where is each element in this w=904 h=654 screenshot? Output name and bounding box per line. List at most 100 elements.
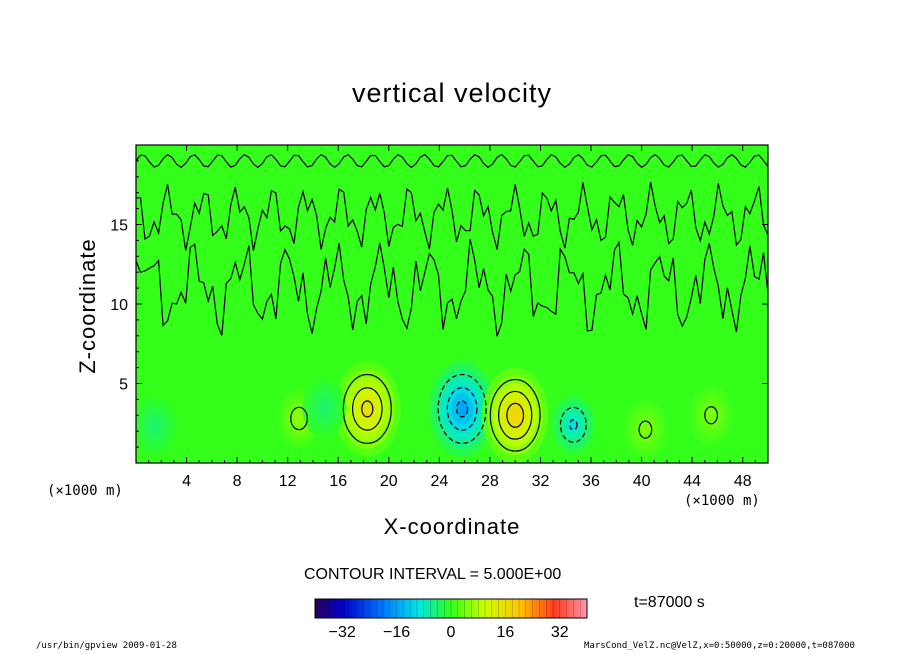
colorbar-segment xyxy=(355,599,360,618)
field-feature-shade xyxy=(641,424,650,435)
colorbar-segment xyxy=(512,599,517,618)
colorbar-segment xyxy=(318,599,323,618)
footer-program-label: /usr/bin/gpview 2009-01-28 xyxy=(36,641,177,651)
field-feature-shade xyxy=(361,400,373,417)
positive-contour xyxy=(290,406,308,431)
x-axis: 4 8 12 16 20 24 28 32 36 40 44 48 xyxy=(148,145,756,490)
colorbar-segment xyxy=(328,599,333,618)
colorbar-segment xyxy=(495,599,500,618)
positive-contour xyxy=(361,400,374,418)
colorbar-segment xyxy=(570,599,574,618)
colorbar-segment xyxy=(556,599,561,618)
negative-contour xyxy=(569,419,578,431)
x-tick-label: 28 xyxy=(481,473,499,490)
colorbar-segment xyxy=(481,599,486,618)
colorbar-segment xyxy=(423,599,428,618)
colorbar-tick-label: 16 xyxy=(497,624,515,641)
y-axis: 5 10 15 xyxy=(110,160,768,448)
colorbar-segment xyxy=(444,599,449,618)
negative-contour xyxy=(455,400,469,418)
colorbar-segment xyxy=(546,599,551,618)
colorbar-segment xyxy=(532,599,537,618)
x-tick-label: 20 xyxy=(380,473,398,490)
contour-interval-label: CONTOUR INTERVAL = 5.000E+00 xyxy=(304,566,562,583)
contour-layer xyxy=(136,153,768,452)
chart-title: vertical velocity xyxy=(351,78,553,108)
colorbar-segment xyxy=(580,599,585,618)
colorbar-segment xyxy=(522,599,527,618)
positive-contour xyxy=(704,406,719,425)
colorbar-segment xyxy=(376,599,381,618)
positive-contour xyxy=(342,373,392,444)
x-tick-label: 12 xyxy=(279,473,297,490)
colorbar-segment xyxy=(335,599,340,618)
colorbar-segment xyxy=(434,599,438,618)
colorbar-segment xyxy=(389,599,394,618)
positive-contour xyxy=(506,402,525,428)
colorbar-segment xyxy=(325,599,330,618)
colorbar-segment xyxy=(502,599,506,618)
x-tick-label: 8 xyxy=(233,473,242,490)
field-feature-shade xyxy=(320,402,329,413)
colorbar-segment xyxy=(478,599,483,618)
colorbar-segment xyxy=(508,599,513,618)
colorbar-segment xyxy=(332,599,336,618)
colorbar-segment xyxy=(427,599,432,618)
colorbar-segment xyxy=(488,599,493,618)
x-unit-label-right: (×1000 m) xyxy=(684,493,760,509)
colorbar-segment xyxy=(321,599,326,618)
x-tick-label: 16 xyxy=(329,473,347,490)
colorbar-segment xyxy=(461,599,466,618)
zero-contour xyxy=(136,238,768,337)
x-tick-label: 36 xyxy=(582,473,600,490)
colorbar-segment xyxy=(563,599,568,618)
colorbar-segment xyxy=(505,599,510,618)
field-feature-shade xyxy=(295,413,303,424)
colorbar-segment xyxy=(539,599,544,618)
colorbar-segment xyxy=(440,599,445,618)
colorbar-segment xyxy=(491,599,496,618)
colorbar-segment xyxy=(338,599,343,618)
zero-contour xyxy=(136,181,768,251)
footer-file-label: MarsCond_VelZ.nc@VelZ,x=0:50000,z=0:2000… xyxy=(584,641,855,651)
colorbar-segment xyxy=(583,599,588,618)
y-tick-label: 10 xyxy=(110,297,128,314)
colorbar-segment xyxy=(383,599,387,618)
colorbar-segment xyxy=(430,599,435,618)
colorbar-segment xyxy=(400,599,404,618)
x-tick-label: 40 xyxy=(633,473,651,490)
colorbar-segment xyxy=(393,599,398,618)
colorbar-segment xyxy=(454,599,459,618)
colorbar-segment xyxy=(542,599,547,618)
colorbar-segment xyxy=(471,599,476,618)
time-label: t=87000 s xyxy=(634,594,705,611)
x-tick-label: 48 xyxy=(734,473,752,490)
negative-contour xyxy=(559,406,587,443)
colorbar-segment xyxy=(529,599,534,618)
colorbar-segment xyxy=(352,599,357,618)
colorbar-segment xyxy=(573,599,578,618)
colorbar-segment xyxy=(349,599,353,618)
colorbar-segment xyxy=(369,599,374,618)
colorbar-tick-label: 0 xyxy=(447,624,456,641)
colorbar-segment xyxy=(576,599,581,618)
colorbar-segment xyxy=(447,599,452,618)
colorbar-segment xyxy=(417,599,421,618)
colorbar-segment xyxy=(396,599,401,618)
colorbar-segment xyxy=(498,599,503,618)
colorbar-segment xyxy=(437,599,442,618)
colorbar-segment xyxy=(406,599,411,618)
colorbar-segment xyxy=(549,599,554,618)
x-tick-label: 24 xyxy=(430,473,448,490)
x-tick-label: 4 xyxy=(182,473,191,490)
colorbar-segment xyxy=(410,599,415,618)
colorbar-segment xyxy=(464,599,469,618)
colorbar-segment xyxy=(386,599,391,618)
colorbar-segment xyxy=(468,599,472,618)
colorbar-tick-label: −16 xyxy=(383,624,410,641)
colorbar-segment xyxy=(420,599,425,618)
colorbar-segment xyxy=(362,599,367,618)
colorbar-segment xyxy=(566,599,571,618)
colorbar-tick-label: −32 xyxy=(329,624,356,641)
